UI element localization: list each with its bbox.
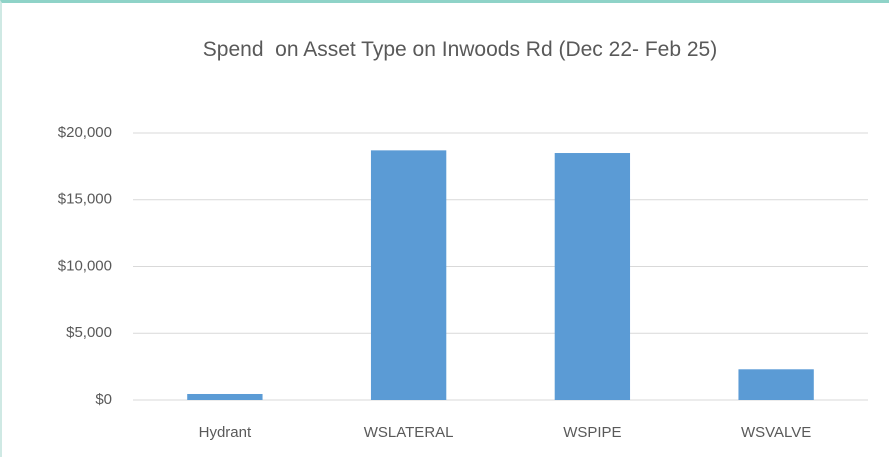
- y-tick-label: $15,000: [58, 191, 112, 208]
- x-tick-label: Hydrant: [199, 424, 252, 441]
- bar: [738, 369, 814, 400]
- y-tick-label: $10,000: [58, 257, 112, 274]
- y-tick-label: $5,000: [66, 324, 112, 341]
- bar: [370, 150, 447, 400]
- y-tick-label: $20,000: [58, 124, 112, 141]
- bar: [554, 153, 631, 400]
- chart-title: Spend on Asset Type on Inwoods Rd (Dec 2…: [202, 38, 718, 61]
- x-tick-label: WSVALVE: [741, 424, 811, 441]
- y-tick-label: $0: [95, 391, 112, 408]
- bar: [187, 393, 263, 400]
- x-tick-label: WSPIPE: [563, 424, 621, 441]
- x-tick-label: WSLATERAL: [364, 424, 454, 441]
